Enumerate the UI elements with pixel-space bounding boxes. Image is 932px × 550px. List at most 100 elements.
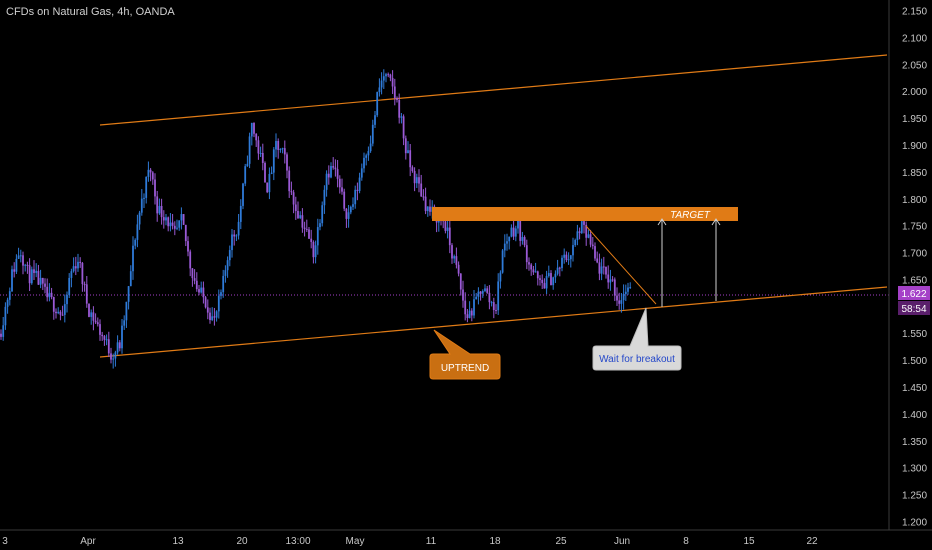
candle-body — [385, 74, 387, 77]
candle-body — [228, 250, 231, 261]
candle-body — [525, 245, 528, 263]
candle-body — [4, 306, 7, 326]
candle-body — [129, 271, 132, 287]
candle-body — [499, 272, 502, 282]
candle-body — [143, 197, 145, 199]
candle-body — [349, 206, 352, 213]
candle-body — [77, 261, 79, 269]
candle-body — [536, 271, 539, 279]
time-axis[interactable]: 3 Apr 13 20 13:00 May 11 18 25 Jun 8 15 22 — [2, 536, 818, 547]
candle-body — [118, 342, 121, 349]
candle-body — [578, 231, 581, 233]
candle-body — [517, 220, 519, 229]
candle-body — [24, 264, 27, 266]
candle-body — [629, 287, 632, 289]
last-price-value: 1.622 — [901, 289, 926, 300]
candle-body — [413, 170, 416, 184]
candle-body — [2, 325, 5, 337]
candle-body — [585, 224, 588, 238]
candle-body — [0, 333, 2, 337]
breakout-label: Wait for breakout — [599, 354, 675, 365]
candle-body — [297, 210, 299, 219]
candle-body — [305, 228, 308, 230]
candle-body — [389, 74, 392, 78]
candle-body — [380, 80, 383, 88]
candle-body — [171, 222, 174, 226]
candle-body — [393, 86, 396, 98]
candle-body — [338, 178, 341, 188]
candle-body — [341, 187, 343, 192]
price-tick-label: 2.000 — [902, 87, 927, 98]
descending-trendline — [585, 225, 657, 305]
candle-body — [33, 269, 35, 273]
time-tick-label: 8 — [683, 536, 689, 547]
candle-body — [160, 205, 163, 218]
price-tick-label: 1.350 — [902, 437, 927, 448]
price-tick-label: 1.700 — [902, 249, 927, 260]
candle-body — [149, 169, 152, 173]
candle-body — [473, 299, 475, 316]
candle-body — [479, 291, 482, 294]
candle-body — [600, 266, 603, 274]
candle-body — [550, 273, 552, 286]
candle-body — [627, 287, 629, 292]
candle-body — [231, 234, 233, 251]
candle-body — [576, 231, 579, 241]
candle-body — [6, 299, 9, 307]
candle-body — [429, 206, 431, 212]
candle-body — [26, 264, 29, 266]
candle-body — [367, 151, 370, 156]
candle-body — [336, 169, 339, 179]
candle-body — [191, 268, 194, 279]
candle-body — [292, 192, 295, 205]
candle-body — [345, 208, 348, 219]
price-tick-label: 1.300 — [902, 464, 927, 475]
price-axis[interactable]: 2.150 2.100 2.050 2.000 1.950 1.900 1.850 1.800… — [888, 0, 932, 530]
candle-body — [613, 279, 616, 296]
candle-body — [591, 244, 594, 247]
candle-body — [200, 287, 203, 293]
candle-body — [209, 312, 211, 321]
candle-body — [325, 173, 328, 190]
candle-body — [481, 291, 484, 294]
candle-body — [477, 291, 480, 297]
candle-body — [602, 266, 605, 268]
candle-body — [50, 292, 53, 298]
candle-body — [334, 167, 337, 170]
candle-body — [365, 155, 368, 158]
candle-body — [275, 141, 277, 150]
candle-body — [94, 320, 97, 323]
candle-body — [101, 334, 104, 337]
candle-body — [259, 152, 262, 154]
candle-body — [138, 212, 141, 225]
candle-body — [528, 262, 530, 265]
candle-body — [44, 283, 46, 287]
candle-body — [596, 258, 599, 263]
candle-body — [470, 310, 473, 316]
candle-body — [79, 261, 82, 263]
candle-body — [178, 220, 181, 228]
candle-body — [11, 269, 13, 292]
candle-body — [158, 205, 161, 214]
candle-body — [580, 221, 583, 233]
candle-body — [121, 325, 123, 349]
candle-body — [347, 212, 350, 219]
candle-body — [563, 254, 566, 258]
time-tick-label: 15 — [743, 536, 755, 547]
candle-body — [466, 314, 469, 319]
candle-body — [400, 116, 403, 118]
candle-body — [147, 169, 150, 177]
candle-body — [90, 312, 93, 317]
candle-body — [239, 205, 242, 222]
candle-body — [462, 289, 464, 301]
candle-body — [404, 138, 407, 154]
candle-body — [99, 324, 101, 335]
price-tick-label: 2.100 — [902, 33, 927, 44]
candle-body — [514, 228, 517, 237]
candle-body — [420, 183, 423, 197]
candle-body — [180, 214, 183, 221]
candle-body — [257, 140, 260, 154]
candle-body — [74, 266, 77, 269]
candle-body — [561, 257, 563, 269]
